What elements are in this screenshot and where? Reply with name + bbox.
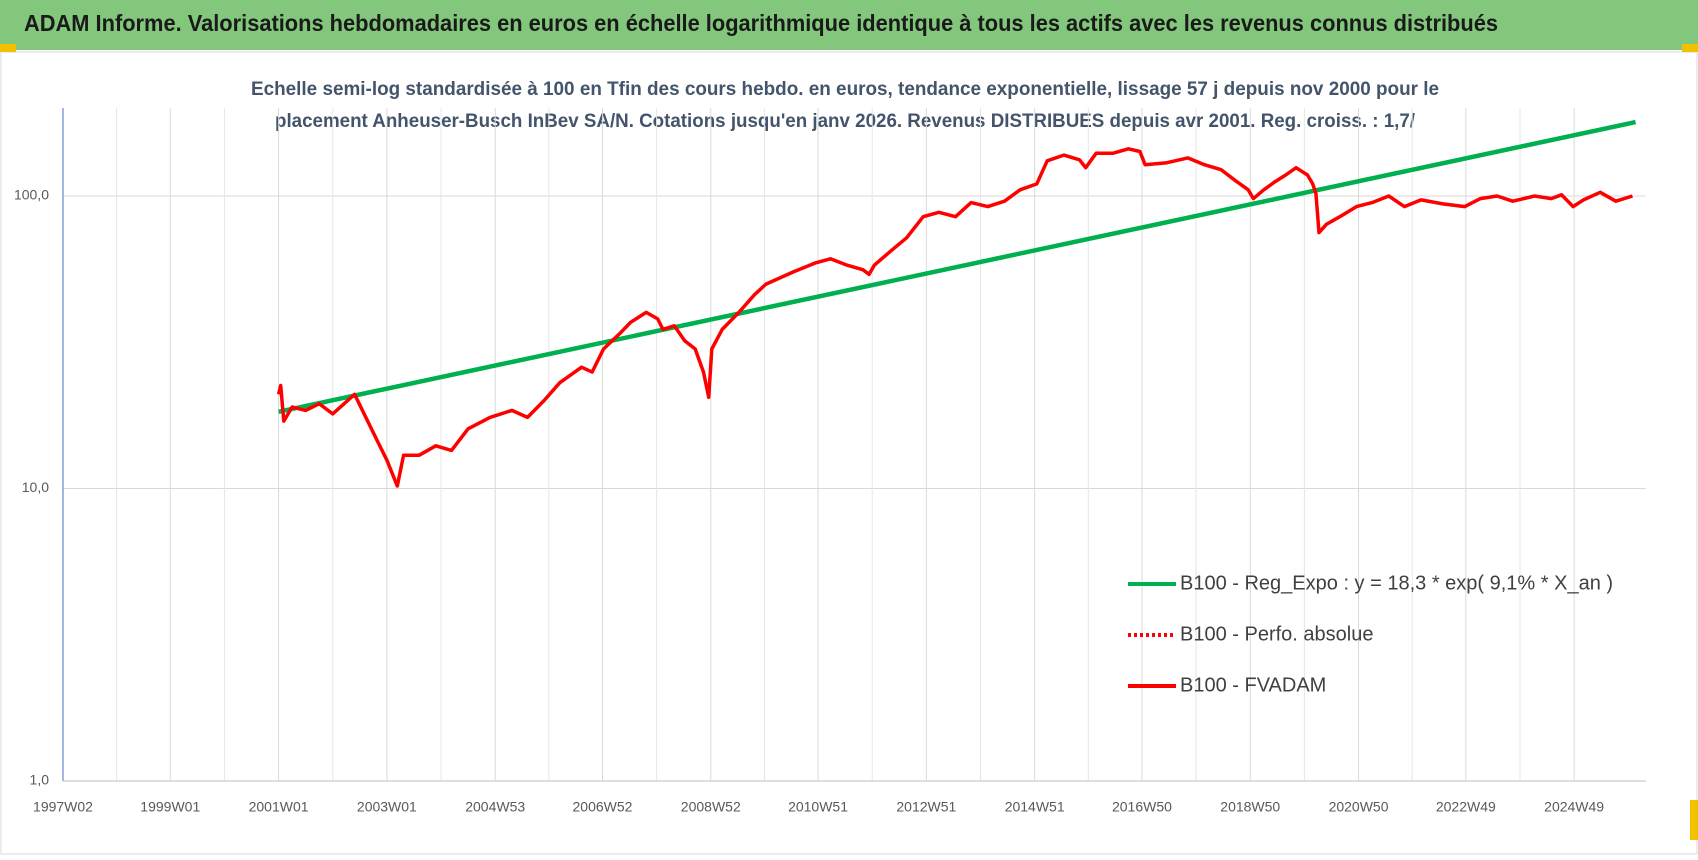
legend-label: B100 - FVADAM	[1180, 674, 1326, 696]
x-tick-label: 2010W51	[788, 799, 848, 815]
corner-mark	[1690, 800, 1698, 840]
x-tick-label: 2001W01	[249, 799, 309, 815]
x-tick-label: 2016W50	[1112, 799, 1172, 815]
y-tick-label: 100,0	[14, 187, 49, 203]
chart-title: ADAM Informe. Valorisations hebdomadaire…	[24, 10, 1498, 36]
corner-mark	[1682, 44, 1698, 52]
x-tick-label: 2003W01	[357, 799, 417, 815]
chart-subtitle: Echelle semi-log standardisée à 100 en T…	[251, 79, 1439, 100]
x-tick-label: 2024W49	[1544, 799, 1604, 815]
corner-mark	[0, 44, 16, 52]
y-tick-label: 1,0	[30, 772, 50, 788]
series-line	[276, 147, 1634, 488]
x-tick-label: 1999W01	[140, 799, 200, 815]
y-tick-label: 10,0	[22, 479, 49, 495]
chart-subtitle: placement Anheuser-Busch InBev SA/N. Cot…	[275, 111, 1416, 132]
x-tick-label: 2018W50	[1220, 799, 1280, 815]
x-tick-label: 2008W52	[681, 799, 741, 815]
x-tick-label: 2014W51	[1005, 799, 1065, 815]
x-tick-label: 2006W52	[573, 799, 633, 815]
legend-label: B100 - Reg_Expo : y = 18,3 * exp( 9,1% *…	[1180, 572, 1613, 594]
x-tick-label: 2004W53	[465, 799, 525, 815]
chart-area	[0, 51, 1698, 855]
x-tick-label: 2020W50	[1329, 799, 1389, 815]
series-line	[278, 119, 1637, 415]
legend-label: B100 - Perfo. absolue	[1180, 623, 1373, 645]
x-tick-label: 2012W51	[896, 799, 956, 815]
x-tick-label: 1997W02	[33, 799, 93, 815]
title-bar	[0, 0, 1698, 50]
x-tick-label: 2022W49	[1436, 799, 1496, 815]
